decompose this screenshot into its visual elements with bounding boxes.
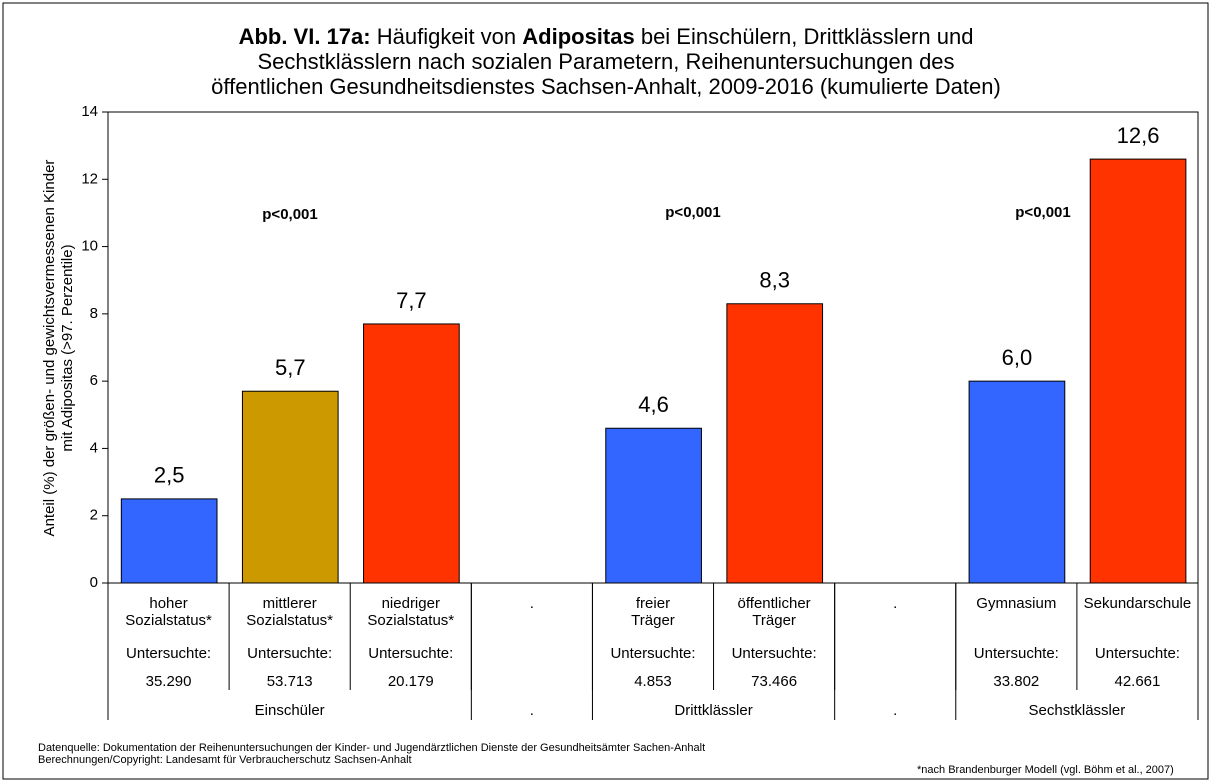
sample-label: Untersuchte: — [368, 645, 454, 662]
group-label: Einschüler — [254, 702, 325, 719]
annotation: p<0,001 — [262, 206, 317, 223]
title-part: bei Einschülern, Drittklässlern und Sech… — [211, 24, 1001, 99]
value-label: 7,7 — [396, 288, 427, 313]
x-tick-label: Gymnasium — [976, 595, 1057, 612]
bar — [120, 498, 218, 584]
sample-size: 73.466 — [751, 673, 798, 690]
y-tick-label: 12 — [81, 170, 98, 187]
sample-label: Untersuchte: — [973, 645, 1059, 662]
chart-title: Abb. VI. 17a: Häufigkeit von Adipositas … — [0, 24, 1212, 99]
group-label: Drittklässler — [674, 702, 753, 719]
x-tick-label: öffentlicher Träger — [737, 595, 811, 629]
sample-size: 53.713 — [266, 673, 313, 690]
group-label: Sechstklässler — [1028, 702, 1126, 719]
sample-size: 4.853 — [634, 673, 672, 690]
sample-size: 20.179 — [387, 673, 434, 690]
x-tick-label: hoher Sozialstatus* — [125, 595, 212, 629]
source: Datenquelle: Dokumentation der Reihenunt… — [38, 742, 706, 754]
note: *nach Brandenburger Modell (vgl. Böhm et… — [917, 764, 1174, 776]
sample-size: 33.802 — [993, 673, 1040, 690]
bar — [241, 390, 339, 584]
y-tick-label: 0 — [90, 574, 98, 591]
sample-label: Untersuchte: — [731, 645, 817, 662]
sample-label: Untersuchte: — [610, 645, 696, 662]
x-tick-label: mittlerer Sozialstatus* — [246, 595, 334, 629]
x-tick-label: Sekundarschule — [1083, 595, 1192, 612]
title-part: Adipositas — [522, 24, 635, 49]
group-label: . — [529, 702, 534, 719]
bar — [1089, 158, 1187, 584]
y-axis-label: Anteil (%) der größen- und gewichtsverme… — [41, 159, 76, 537]
title-part: Häufigkeit von — [370, 24, 523, 49]
value-label: 4,6 — [638, 392, 669, 417]
sample-size: 35.290 — [145, 673, 192, 690]
value-label: 8,3 — [759, 268, 790, 293]
y-tick-label: 14 — [81, 103, 98, 120]
bar — [605, 427, 702, 584]
value-label: 12,6 — [1117, 123, 1160, 148]
x-tick-label: . — [893, 595, 898, 612]
y-tick-label: 6 — [90, 372, 98, 389]
sample-label: Untersuchte: — [1094, 645, 1180, 662]
x-tick-label: . — [529, 595, 534, 612]
group-label: . — [893, 702, 898, 719]
bar — [363, 323, 460, 584]
x-tick-label: freier Träger — [631, 595, 675, 629]
annotation: p<0,001 — [665, 204, 720, 221]
bar — [968, 380, 1066, 584]
y-tick-label: 4 — [90, 439, 98, 456]
title-part: Abb. VI. 17a: — [238, 24, 371, 49]
y-tick-label: 8 — [90, 305, 98, 322]
value-label: 6,0 — [1002, 345, 1033, 370]
source: Berechnungen/Copyright: Landesamt für Ve… — [38, 754, 412, 766]
annotation: p<0,001 — [1015, 204, 1070, 221]
sample-label: Untersuchte: — [126, 645, 212, 662]
bar — [726, 303, 824, 584]
sample-label: Untersuchte: — [247, 645, 333, 662]
y-tick-label: 2 — [90, 507, 98, 524]
value-label: 2,5 — [154, 463, 185, 488]
y-tick-label: 10 — [81, 238, 98, 255]
sample-size: 42.661 — [1114, 673, 1161, 690]
x-tick-label: niedriger Sozialstatus* — [367, 595, 455, 629]
value-label: 5,7 — [275, 355, 306, 380]
